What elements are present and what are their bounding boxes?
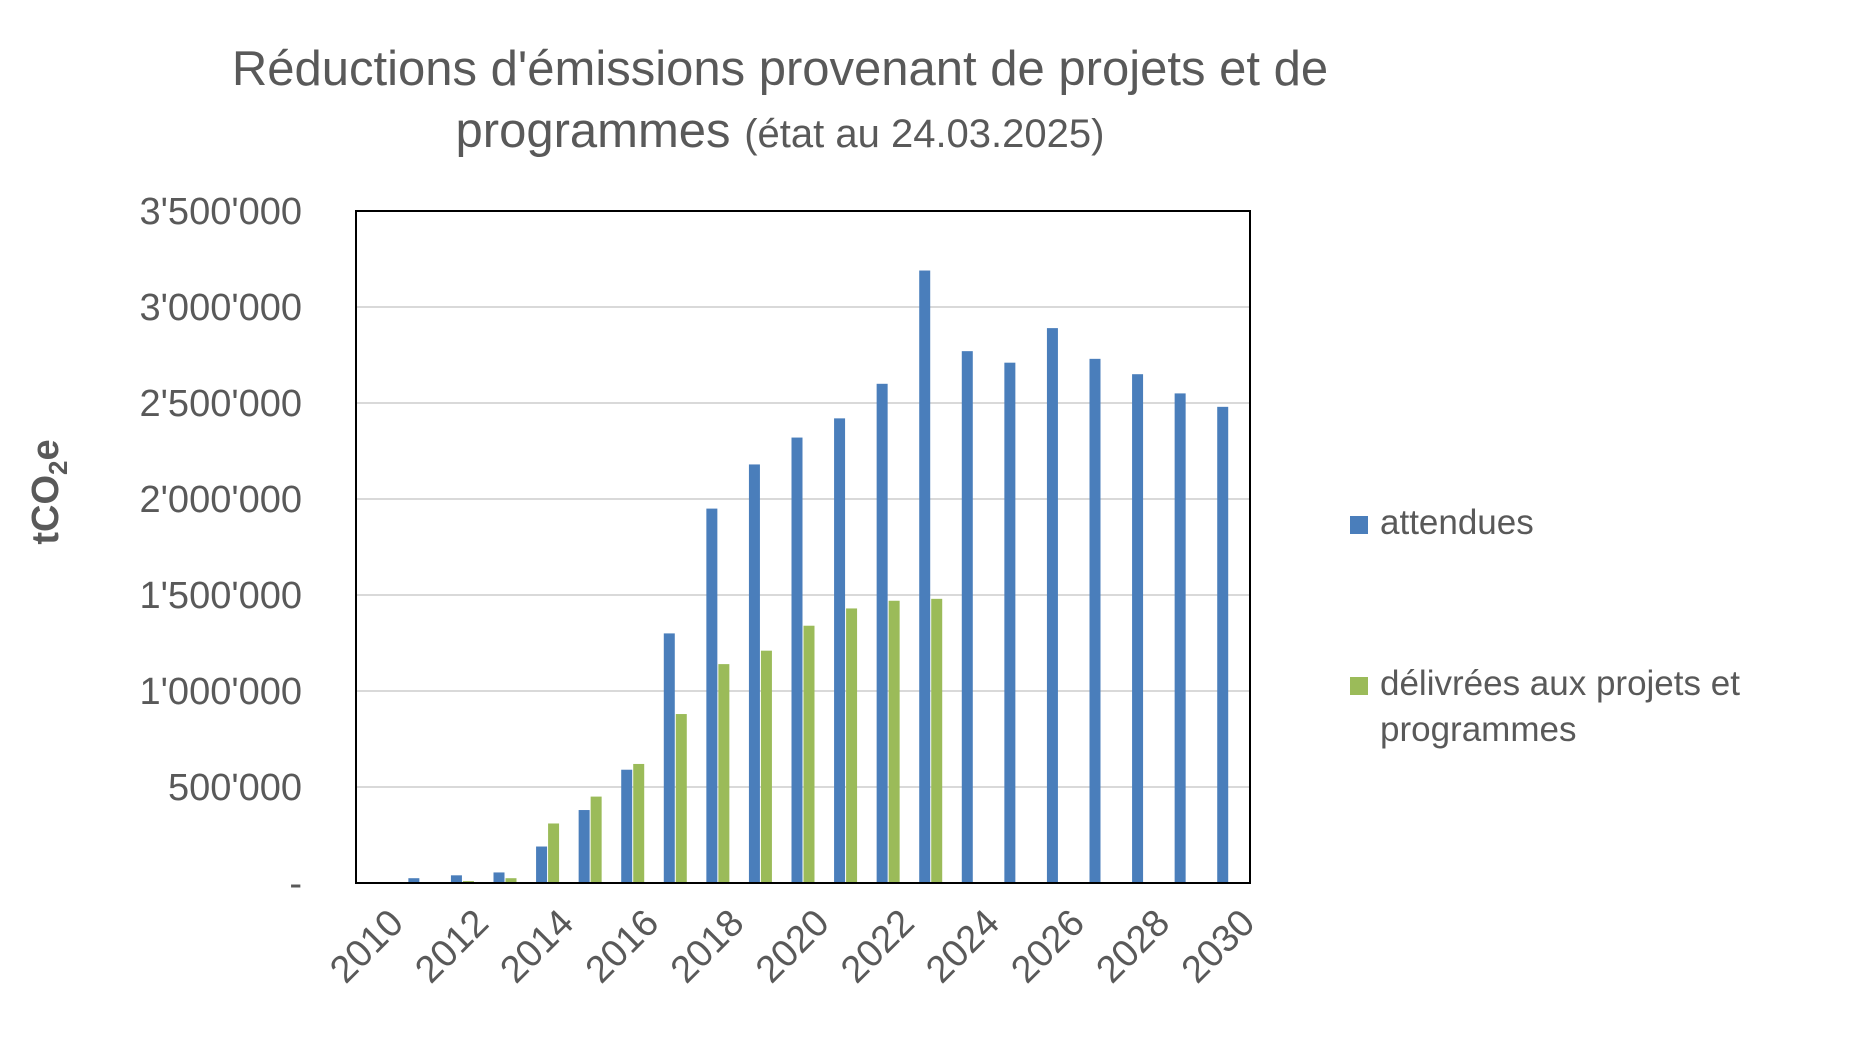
y-tick-label: 2'000'000 — [140, 479, 302, 521]
x-tick-label: 2016 — [578, 902, 667, 991]
bar-attendues-2021 — [834, 418, 846, 883]
bar-delivrees-2013 — [505, 878, 517, 883]
bar-attendues-2027 — [1089, 358, 1101, 884]
bar-attendues-2015 — [578, 810, 590, 883]
legend-item-delivrees: délivrées aux projets et programmes — [1350, 661, 1830, 753]
y-axis-label-suffix: e — [25, 439, 67, 460]
bar-attendues-2012 — [450, 875, 462, 883]
y-axis-tick-labels: - 500'000 1'000'000 1'500'000 2'000'000 2'500… — [140, 191, 302, 905]
bar-delivrees-2021 — [846, 608, 858, 883]
y-tick-label: 2'500'000 — [140, 383, 302, 425]
bar-delivrees-2020 — [803, 625, 815, 883]
y-axis-label: tCO2e — [25, 439, 73, 544]
chart-title: Réductions d'émissions provenant de proj… — [231, 42, 1329, 158]
x-tick-label: 2012 — [407, 902, 496, 991]
bar-attendues-2024 — [961, 351, 973, 883]
bar-delivrees-2015 — [590, 796, 602, 883]
bar-attendues-2019 — [748, 464, 760, 883]
legend-swatch-blue — [1350, 516, 1368, 534]
legend-label-attendues: attendues — [1380, 503, 1534, 542]
bar-delivrees-2022 — [888, 600, 900, 883]
bar-attendues-2022 — [876, 383, 888, 883]
x-tick-label: 2026 — [1003, 902, 1092, 991]
bar-attendues-2025 — [1004, 362, 1016, 883]
grid-lines — [356, 306, 1250, 788]
bar-delivrees-2014 — [548, 823, 560, 883]
x-tick-label: 2028 — [1089, 902, 1178, 991]
x-tick-label: 2030 — [1174, 902, 1263, 991]
x-tick-label: 2020 — [748, 902, 837, 991]
bar-attendues-2017 — [663, 633, 675, 883]
y-axis-label-subscript: 2 — [43, 461, 73, 475]
chart-title-block: Réductions d'émissions provenant de proj… — [180, 38, 1380, 165]
y-axis-label-main: tCO — [25, 475, 67, 545]
plot-area-border — [355, 210, 1251, 884]
bar-attendues-2016 — [621, 769, 633, 883]
y-tick-label: 1'000'000 — [140, 671, 302, 713]
bars — [365, 270, 1229, 884]
legend-label-delivrees: délivrées aux projets et programmes — [1380, 664, 1740, 749]
x-tick-label: 2010 — [322, 902, 411, 991]
bar-attendues-2020 — [791, 437, 803, 883]
legend-swatch-green — [1350, 677, 1368, 695]
bar-delivrees-2016 — [633, 763, 645, 883]
chart-subtitle: (état au 24.03.2025) — [744, 112, 1105, 156]
bar-attendues-2030 — [1217, 406, 1229, 883]
y-tick-label: 1'500'000 — [140, 575, 302, 617]
bar-attendues-2014 — [536, 846, 548, 883]
x-axis-tick-labels: 2010201220142016201820202022202420262028… — [322, 902, 1263, 991]
legend-item-attendues: attendues — [1350, 500, 1830, 546]
legend: attendues délivrées aux projets et progr… — [1350, 500, 1830, 753]
y-tick-label: 3'000'000 — [140, 287, 302, 329]
bar-delivrees-2017 — [675, 714, 687, 883]
bar-attendues-2011 — [408, 878, 420, 883]
x-tick-label: 2018 — [663, 902, 752, 991]
bar-delivrees-2018 — [718, 664, 730, 883]
x-tick-label: 2024 — [918, 902, 1007, 991]
y-tick-label: 3'500'000 — [140, 191, 302, 233]
bar-attendues-2026 — [1046, 328, 1058, 883]
bar-attendues-2013 — [493, 872, 505, 883]
bar-attendues-2029 — [1174, 393, 1186, 883]
x-tick-label: 2022 — [833, 902, 922, 991]
bar-delivrees-2019 — [760, 650, 772, 883]
bar-delivrees-2023 — [931, 598, 943, 883]
y-tick-label: - — [289, 863, 302, 905]
x-tick-label: 2014 — [493, 902, 582, 991]
bar-attendues-2018 — [706, 508, 718, 883]
y-tick-label: 500'000 — [168, 767, 302, 809]
bar-attendues-2023 — [919, 270, 931, 883]
bar-attendues-2028 — [1132, 374, 1144, 883]
